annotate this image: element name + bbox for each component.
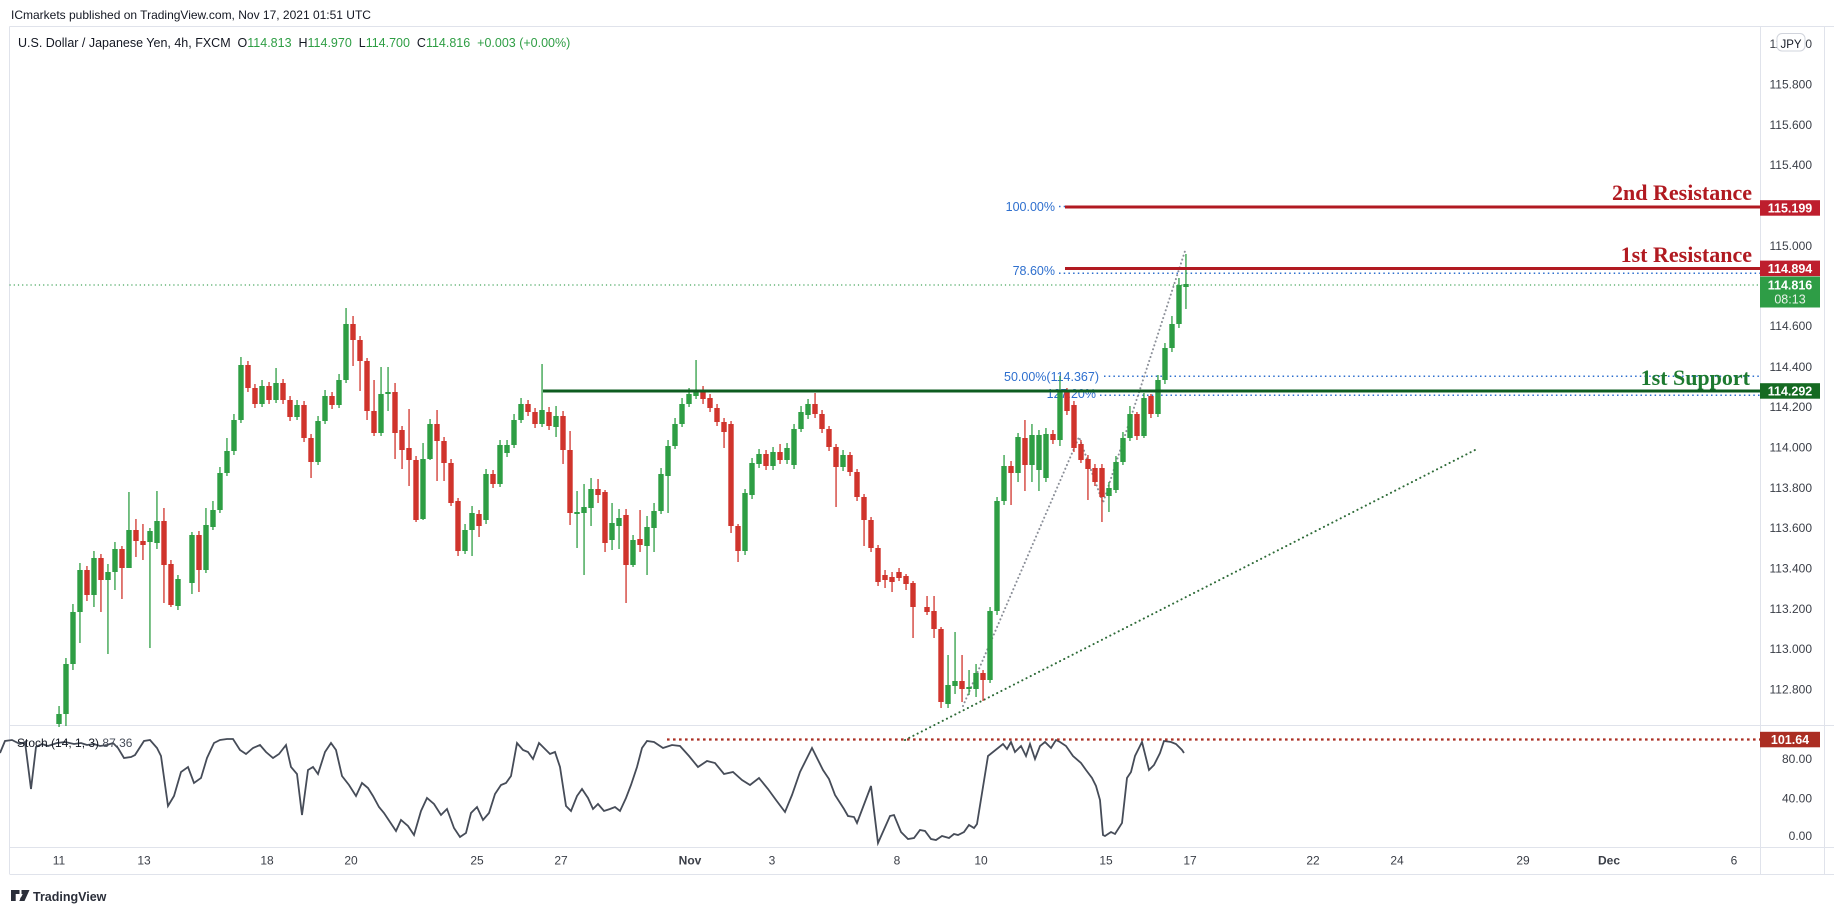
svg-text:2nd Resistance: 2nd Resistance xyxy=(1612,180,1752,205)
svg-text:1st Support: 1st Support xyxy=(1641,365,1751,390)
svg-text:15: 15 xyxy=(1099,854,1113,868)
svg-text:40.00: 40.00 xyxy=(1782,792,1812,806)
svg-text:113.600: 113.600 xyxy=(1770,521,1813,535)
svg-text:114.200: 114.200 xyxy=(1770,400,1813,414)
svg-text:17: 17 xyxy=(1183,854,1197,868)
svg-text:6: 6 xyxy=(1731,854,1738,868)
svg-text:80.00: 80.00 xyxy=(1782,752,1812,766)
svg-text:78.60%: 78.60% xyxy=(1013,264,1055,278)
svg-text:Stoch (14, 1, 3) 87.36: Stoch (14, 1, 3) 87.36 xyxy=(17,736,133,750)
svg-text:100.00%: 100.00% xyxy=(1006,200,1055,214)
svg-text:10: 10 xyxy=(974,854,988,868)
svg-text:U.S. Dollar / Japanese Yen, 4h: U.S. Dollar / Japanese Yen, 4h, FXCM O11… xyxy=(18,36,570,50)
svg-text:1st Resistance: 1st Resistance xyxy=(1621,242,1753,267)
svg-text:114.894: 114.894 xyxy=(1768,262,1813,276)
svg-text:113.200: 113.200 xyxy=(1770,602,1813,616)
svg-text:113.800: 113.800 xyxy=(1770,481,1813,495)
svg-text:0.00: 0.00 xyxy=(1789,829,1813,843)
svg-text:127.20%: 127.20% xyxy=(1047,387,1096,401)
svg-text:50.00%(114.367): 50.00%(114.367) xyxy=(1004,370,1099,384)
svg-text:18: 18 xyxy=(260,854,274,868)
svg-text:3: 3 xyxy=(769,854,776,868)
svg-text:25: 25 xyxy=(470,854,484,868)
svg-text:114.816: 114.816 xyxy=(1768,278,1813,292)
svg-text:Dec: Dec xyxy=(1598,854,1620,868)
svg-text:JPY: JPY xyxy=(1780,39,1801,51)
svg-text:TradingView: TradingView xyxy=(33,890,107,904)
svg-text:27: 27 xyxy=(554,854,568,868)
svg-text:22: 22 xyxy=(1306,854,1320,868)
svg-text:113.400: 113.400 xyxy=(1770,562,1813,576)
svg-text:20: 20 xyxy=(344,854,358,868)
svg-text:112.800: 112.800 xyxy=(1770,683,1813,697)
svg-text:114.292: 114.292 xyxy=(1768,384,1813,398)
svg-text:115.400: 115.400 xyxy=(1770,158,1813,172)
svg-text:115.000: 115.000 xyxy=(1770,239,1813,253)
svg-text:08:13: 08:13 xyxy=(1774,292,1805,306)
svg-text:113.000: 113.000 xyxy=(1770,642,1813,656)
svg-text:ICmarkets published on Trading: ICmarkets published on TradingView.com, … xyxy=(11,8,371,22)
svg-text:13: 13 xyxy=(137,854,151,868)
svg-text:115.600: 115.600 xyxy=(1770,118,1813,132)
svg-text:114.400: 114.400 xyxy=(1770,360,1813,374)
svg-text:11: 11 xyxy=(53,854,66,868)
svg-text:29: 29 xyxy=(1516,854,1530,868)
svg-text:Nov: Nov xyxy=(679,854,702,868)
svg-text:115.199: 115.199 xyxy=(1768,201,1813,215)
svg-text:114.600: 114.600 xyxy=(1770,319,1813,333)
svg-text:101.64: 101.64 xyxy=(1771,733,1809,747)
svg-text:115.800: 115.800 xyxy=(1770,78,1813,92)
svg-text:8: 8 xyxy=(894,854,901,868)
svg-text:114.000: 114.000 xyxy=(1770,441,1813,455)
svg-text:24: 24 xyxy=(1390,854,1404,868)
